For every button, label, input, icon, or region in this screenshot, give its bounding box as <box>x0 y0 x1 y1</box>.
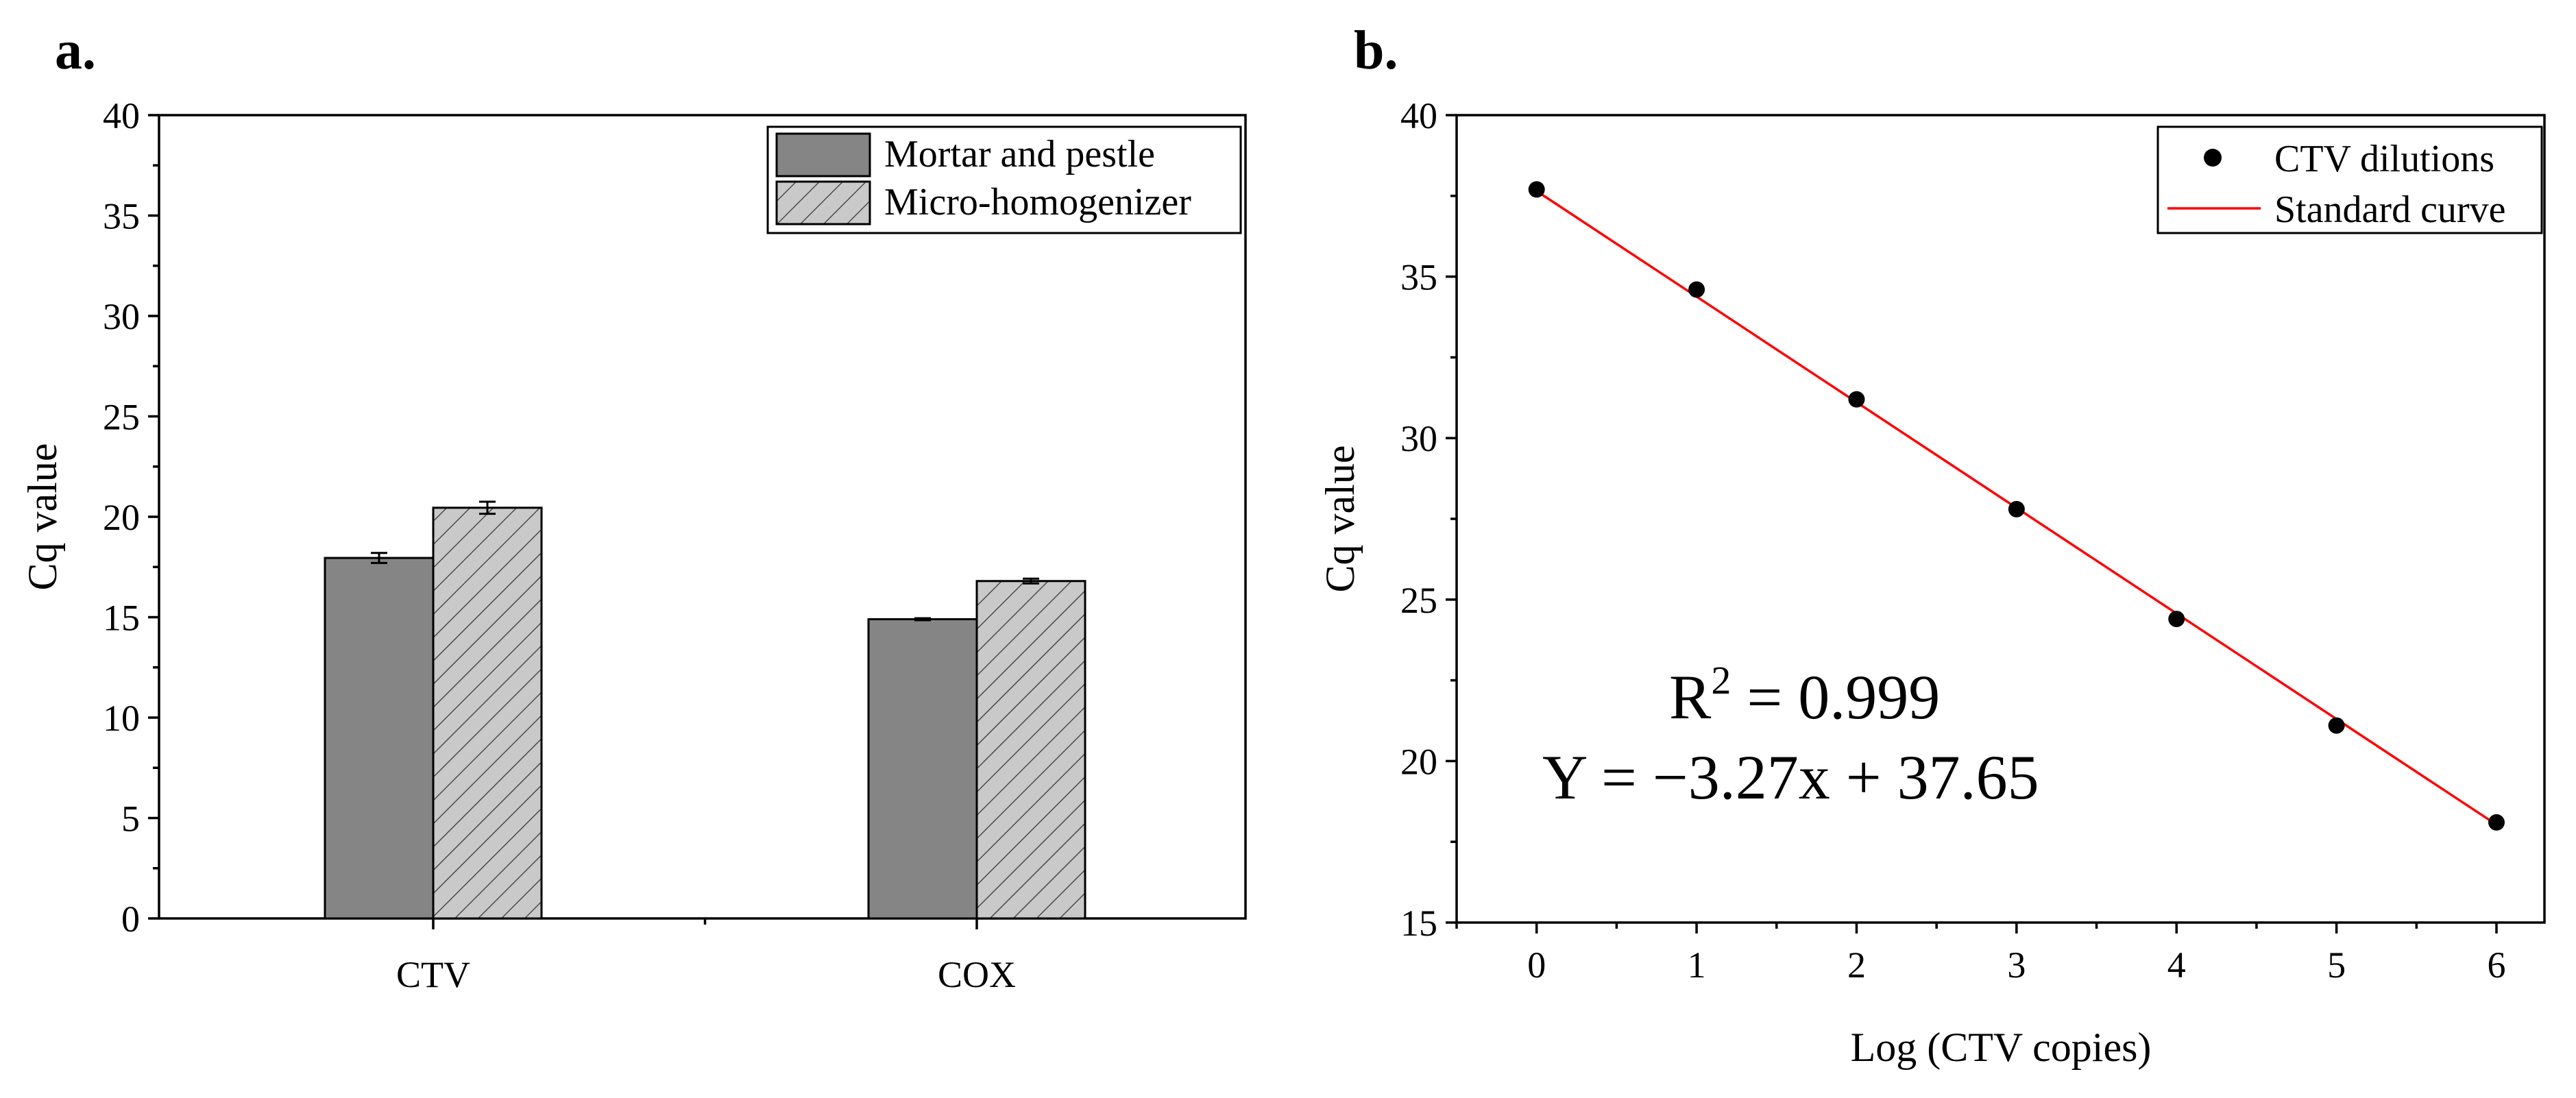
data-point <box>2328 717 2345 734</box>
y-tick-label: 25 <box>1400 580 1437 621</box>
r-squared-superscript: 2 <box>1711 658 1731 703</box>
legend-swatch-mortar <box>775 132 871 178</box>
data-point <box>2488 814 2505 831</box>
y-tick-label: 10 <box>103 698 140 739</box>
legend-label: CTV dilutions <box>2274 138 2494 180</box>
panel-a-axes: 0 5 10 15 20 25 30 35 40 CTV COX <box>103 95 1016 995</box>
panel-a-y-axis-title: Cq value <box>20 443 65 591</box>
x-tick-label: 0 <box>1527 944 1546 986</box>
legend-marker-dilutions <box>2204 149 2222 167</box>
data-point <box>1528 181 1545 198</box>
y-tick-label: 35 <box>1400 257 1437 298</box>
y-tick-label: 40 <box>103 95 140 136</box>
data-point <box>2168 611 2185 628</box>
panel-b-x-axis-title: Log (CTV copies) <box>1851 1025 2152 1070</box>
x-category-label: CTV <box>396 954 470 995</box>
bar-micro-homogenizer <box>432 507 543 920</box>
x-tick-label: 1 <box>1688 944 1706 986</box>
y-tick-label: 15 <box>1400 903 1437 944</box>
data-point <box>2008 500 2025 517</box>
y-tick-label: 20 <box>1400 741 1437 782</box>
r-squared-value: = 0.999 <box>1731 662 1940 732</box>
y-tick-label: 30 <box>103 296 140 337</box>
panel-a-legend: Mortar and pestle Micro-homogenizer <box>766 125 1242 234</box>
ctv-dilution-points <box>1528 181 2505 831</box>
legend-swatch-micro <box>775 180 871 225</box>
legend-label: Standard curve <box>2274 188 2505 231</box>
y-tick-label: 5 <box>121 798 140 840</box>
bar-micro-homogenizer <box>975 580 1086 920</box>
panel-b-letter: b. <box>1354 21 1398 81</box>
x-tick-label: 2 <box>1847 944 1866 986</box>
panel-a-bar-chart: a. 0 5 10 15 20 25 30 35 40 CTV COX Mortar and pes… <box>20 21 1247 995</box>
y-tick-label: 20 <box>103 497 140 538</box>
y-tick-label: 25 <box>103 397 140 438</box>
x-tick-label: 5 <box>2327 944 2346 986</box>
y-tick-label: 30 <box>1400 418 1437 459</box>
legend-box <box>2156 125 2543 234</box>
panel-b-standard-curve: b. 15 20 25 30 35 40 0 1 2 3 4 5 6 CTV dilutions Stan… <box>1317 21 2546 1070</box>
regression-equation: Y = −3.27x + 37.65 <box>1542 742 2039 812</box>
r-squared-annotation: R2 = 0.999 <box>1669 658 1940 732</box>
y-tick-label: 40 <box>1400 95 1437 136</box>
x-tick-label: 3 <box>2007 944 2026 986</box>
panel-b-y-axis-title: Cq value <box>1317 446 1363 593</box>
data-point <box>1848 391 1865 408</box>
y-tick-label: 0 <box>121 899 140 940</box>
y-tick-label: 15 <box>103 598 140 639</box>
data-point <box>1688 281 1705 298</box>
r-squared-r: R <box>1669 662 1712 732</box>
bar-mortar-and-pestle <box>867 618 978 920</box>
legend-label: Micro-homogenizer <box>884 181 1191 223</box>
bar-mortar-and-pestle <box>324 557 435 920</box>
x-category-label: COX <box>938 954 1016 995</box>
panel-b-axes: 15 20 25 30 35 40 0 1 2 3 4 5 6 <box>1400 95 2505 986</box>
x-tick-label: 4 <box>2167 944 2186 986</box>
x-tick-label: 6 <box>2487 944 2505 986</box>
panel-a-bars <box>324 500 1086 920</box>
legend-label: Mortar and pestle <box>884 133 1155 175</box>
panel-b-legend: CTV dilutions Standard curve <box>2156 125 2543 234</box>
y-tick-label: 35 <box>103 196 140 237</box>
panel-a-letter: a. <box>55 21 96 81</box>
